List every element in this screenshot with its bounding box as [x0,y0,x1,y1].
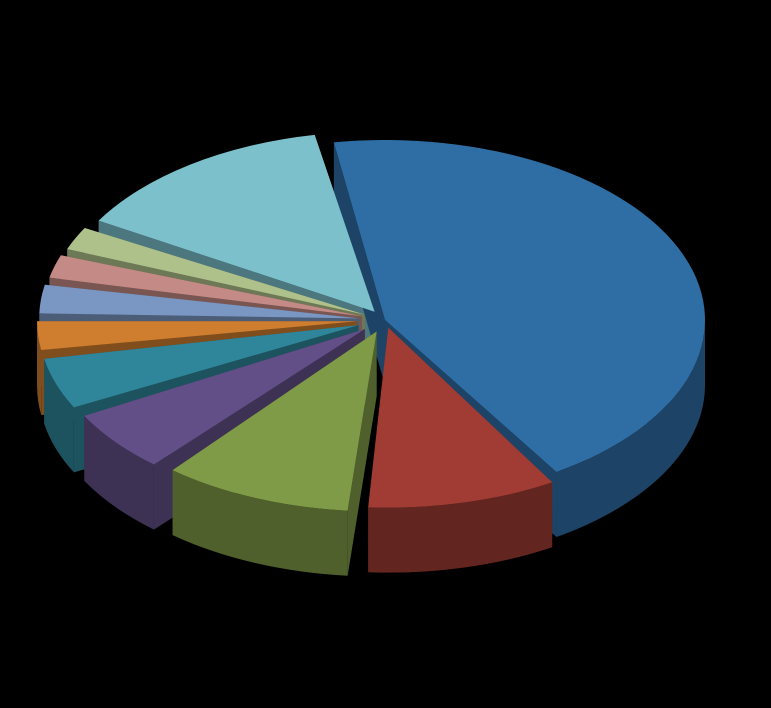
pie-chart-3d [0,0,771,708]
